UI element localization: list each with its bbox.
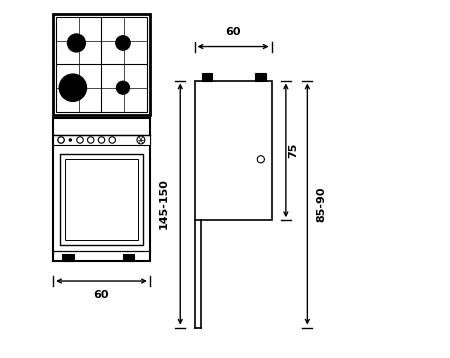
Circle shape (77, 137, 83, 143)
Bar (56, 17, 147, 112)
Text: 75: 75 (288, 143, 298, 158)
Circle shape (59, 74, 86, 101)
Text: 60: 60 (225, 27, 241, 37)
Circle shape (109, 137, 116, 143)
Circle shape (58, 137, 64, 143)
Circle shape (137, 136, 145, 144)
Bar (65, 159, 138, 240)
Circle shape (117, 81, 130, 94)
Bar (62, 254, 73, 261)
Circle shape (116, 36, 130, 50)
Bar (202, 73, 212, 81)
Text: 60: 60 (94, 290, 109, 300)
Bar (53, 14, 150, 115)
Circle shape (257, 156, 265, 163)
Bar (256, 73, 266, 81)
Bar (59, 154, 143, 245)
Text: 85-90: 85-90 (317, 186, 327, 222)
Bar (53, 135, 150, 145)
Text: 145-150: 145-150 (159, 179, 169, 229)
Bar (53, 118, 150, 261)
Circle shape (98, 137, 105, 143)
Bar (194, 81, 271, 220)
Circle shape (88, 137, 94, 143)
Bar (123, 254, 135, 261)
Circle shape (69, 139, 72, 141)
Circle shape (68, 34, 86, 52)
